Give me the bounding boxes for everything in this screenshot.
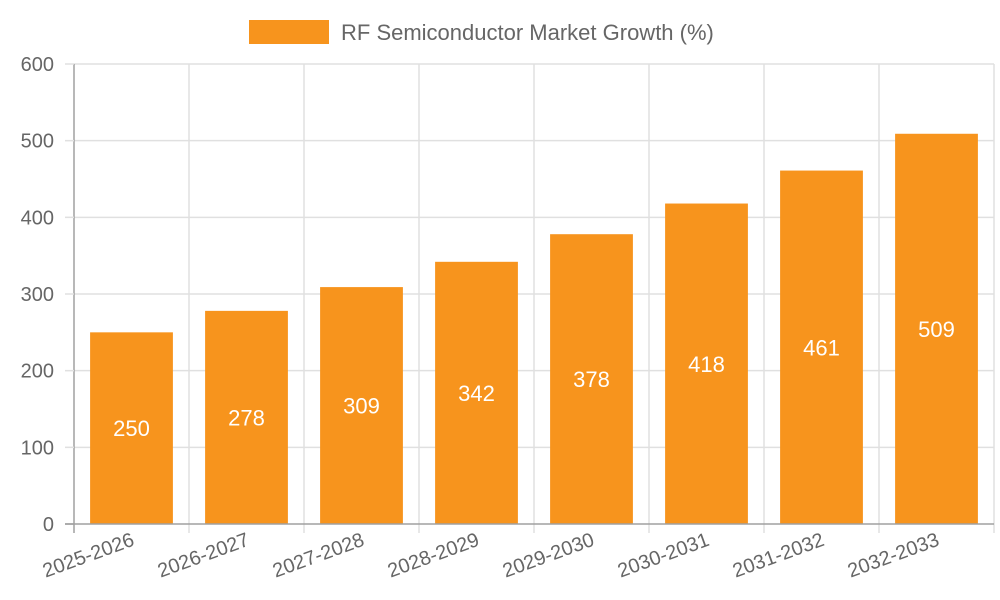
bar-rect[interactable] [435, 261, 518, 524]
x-tick-label: 2026-2027 [155, 529, 252, 582]
grid-lines [74, 63, 995, 533]
legend-label: RF Semiconductor Market Growth (%) [341, 20, 714, 45]
bar-value-label: 250 [113, 416, 150, 441]
bar-value-label: 342 [458, 381, 495, 406]
bar-rect[interactable] [780, 170, 863, 525]
y-tick-label: 0 [43, 514, 54, 536]
y-tick-label: 200 [21, 361, 54, 383]
bar-value-label: 461 [803, 335, 840, 360]
bar[interactable]: 418 [665, 203, 748, 525]
bar-rect[interactable] [895, 133, 978, 524]
y-tick-label: 500 [21, 131, 54, 153]
y-tick-label: 300 [21, 284, 54, 306]
y-axis-ticks: 0 100 200 300 400 500 600 [21, 54, 74, 536]
bar[interactable]: 278 [205, 310, 288, 524]
x-tick-label: 2027-2028 [270, 529, 367, 582]
axes [65, 64, 994, 533]
legend-swatch [249, 20, 329, 44]
bar-value-label: 378 [573, 367, 610, 392]
bar[interactable]: 309 [320, 287, 403, 524]
y-tick-label: 600 [21, 54, 54, 76]
bar[interactable]: 378 [550, 234, 633, 524]
x-tick-label: 2032-2033 [845, 529, 942, 582]
bar[interactable]: 461 [780, 170, 863, 525]
bar[interactable]: 250 [90, 332, 173, 524]
bar-rect[interactable] [90, 332, 173, 524]
x-tick-label: 2030-2031 [615, 529, 712, 582]
legend[interactable]: RF Semiconductor Market Growth (%) [249, 20, 714, 45]
bar-value-label: 509 [918, 317, 955, 342]
x-axis-ticks: 2025-2026 2026-2027 2027-2028 2028-2029 2029… [40, 529, 942, 582]
x-tick-label: 2025-2026 [40, 529, 137, 582]
bar-rect[interactable] [665, 203, 748, 525]
x-tick-label: 2031-2032 [730, 529, 827, 582]
bar-value-label: 418 [688, 352, 725, 377]
x-tick-label: 2028-2029 [385, 529, 482, 582]
y-tick-label: 400 [21, 207, 54, 229]
bar[interactable]: 342 [435, 261, 518, 524]
bar-rect[interactable] [320, 287, 403, 524]
y-tick-label: 100 [21, 437, 54, 459]
bars: 250 278 309 342 378 418 461 509 [90, 133, 978, 525]
bar-value-label: 309 [343, 394, 380, 419]
x-tick-label: 2029-2030 [500, 529, 597, 582]
bar[interactable]: 509 [895, 133, 978, 524]
bar-rect[interactable] [550, 234, 633, 524]
bar-rect[interactable] [205, 310, 288, 524]
bar-value-label: 278 [228, 405, 265, 430]
